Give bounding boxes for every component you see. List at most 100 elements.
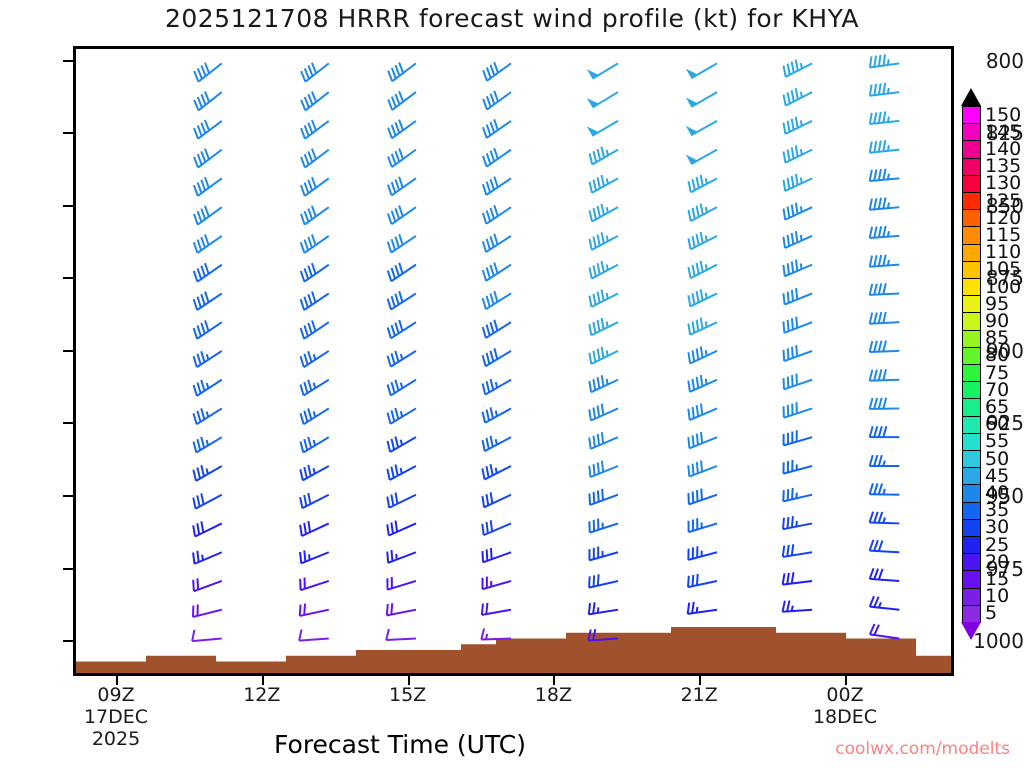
colorbar-cell[interactable] (962, 192, 981, 211)
wind-barb (386, 319, 417, 340)
colorbar-tick-label: 70 (985, 378, 1010, 401)
colorbar-tick-label: 90 (985, 310, 1010, 332)
wind-barb (386, 233, 417, 254)
wind-barb (298, 603, 329, 617)
colorbar-cell[interactable] (962, 570, 981, 589)
wind-barb (299, 234, 330, 254)
wind-barb (588, 488, 619, 506)
wind-barb (588, 403, 619, 422)
colorbar-tick-label: 110 (985, 241, 1022, 264)
wind-barb (300, 91, 330, 112)
wind-barb (868, 368, 900, 382)
page-title: 2025121708 HRRR forecast wind profile (k… (164, 4, 860, 33)
wind-barb-field (191, 54, 900, 643)
colorbar-cell[interactable] (962, 123, 981, 142)
wind-barb (481, 520, 512, 537)
colorbar-cell[interactable] (962, 381, 981, 400)
wind-barb (868, 311, 900, 325)
wind-barb (386, 549, 417, 564)
colorbar-cell[interactable] (962, 604, 981, 623)
colorbar-under-arrow (961, 622, 981, 640)
colorbar-cell[interactable] (962, 432, 981, 451)
colorbar-tick-label: 135 (985, 155, 1022, 178)
wind-barb (782, 173, 813, 192)
wind-barb (782, 116, 813, 135)
wind-barb (192, 378, 223, 397)
colorbar-cell[interactable] (962, 312, 981, 331)
x-axis-tick-label: 00Z (826, 684, 864, 706)
wind-barb (481, 347, 512, 368)
colorbar-tick-label: 10 (985, 585, 1010, 608)
colorbar-cell[interactable] (962, 157, 981, 176)
colorbar-tick-label: 40 (985, 482, 1010, 504)
y-axis-tick-mark (63, 640, 73, 643)
colorbar-cell[interactable] (962, 174, 981, 193)
wind-barb (588, 232, 619, 251)
wind-barb (385, 603, 417, 617)
y-axis-tick-mark (63, 567, 73, 570)
colorbar-cell[interactable] (962, 329, 981, 348)
colorbar-tick-label: 20 (985, 550, 1010, 573)
wind-barb (687, 403, 718, 421)
wind-barb (386, 176, 417, 197)
colorbar-cell[interactable] (962, 398, 981, 417)
colorbar-cell[interactable] (962, 450, 981, 469)
wind-barb (386, 350, 417, 368)
colorbar-tick-label: 45 (985, 464, 1010, 487)
plot-area[interactable] (73, 46, 954, 676)
wind-barb (300, 148, 330, 169)
wind-barb (868, 340, 900, 353)
wind-barb (588, 574, 619, 589)
y-axis-tick-mark (63, 204, 73, 207)
colorbar-cell[interactable] (962, 467, 981, 486)
colorbar-cell[interactable] (962, 501, 981, 520)
colorbar-cell[interactable] (962, 587, 981, 606)
wind-barb (387, 148, 417, 168)
wind-barb (685, 120, 718, 137)
colorbar-cell[interactable] (962, 106, 981, 125)
colorbar-cell[interactable] (962, 209, 981, 228)
wind-barb (386, 577, 417, 591)
wind-barb (586, 62, 619, 80)
colorbar-cell[interactable] (962, 140, 981, 159)
colorbar-tick-label: 145 (985, 120, 1022, 143)
wind-barb (300, 119, 330, 140)
wind-barb (299, 291, 330, 311)
colorbar-tick-label: 120 (985, 206, 1022, 229)
colorbar-cell[interactable] (962, 415, 981, 434)
wind-barb (868, 425, 900, 439)
colorbar-cell[interactable] (962, 484, 981, 503)
wind-barb (782, 145, 813, 164)
wind-barb (687, 431, 718, 450)
wind-barb (782, 430, 813, 447)
wind-barb (192, 350, 223, 368)
colorbar-cell[interactable] (962, 260, 981, 279)
colorbar-cell[interactable] (962, 226, 981, 245)
wind-barb (299, 320, 330, 340)
wind-barb (782, 259, 813, 278)
colorbar-tick-label: 25 (985, 533, 1010, 556)
wind-barb (782, 202, 813, 221)
wind-barb (193, 62, 223, 83)
colorbar-cell[interactable] (962, 536, 981, 555)
wind-barb (193, 205, 223, 226)
colorbar-cell[interactable] (962, 346, 981, 365)
colorbar-cell[interactable] (962, 518, 981, 537)
colorbar-cell[interactable] (962, 295, 981, 314)
colorbar-cell[interactable] (962, 553, 981, 572)
wind-barb (782, 487, 813, 503)
x-axis-date-label: 18DEC (812, 706, 878, 728)
x-axis-tick-label: 18Z (534, 684, 572, 706)
wind-barb (588, 260, 619, 280)
wind-barb (686, 601, 718, 615)
wind-barb (480, 628, 512, 641)
colorbar-cell[interactable] (962, 364, 981, 383)
colorbar-cell[interactable] (962, 278, 981, 297)
y-axis-tick-label: 900 (985, 338, 1024, 363)
x-axis-tick-label: 09Z (97, 684, 135, 706)
wind-barb (387, 90, 417, 111)
colorbar-cell[interactable] (962, 243, 981, 262)
wind-barb (782, 459, 813, 475)
x-axis-title: Forecast Time (UTC) (274, 730, 526, 759)
wind-barb (687, 573, 718, 589)
